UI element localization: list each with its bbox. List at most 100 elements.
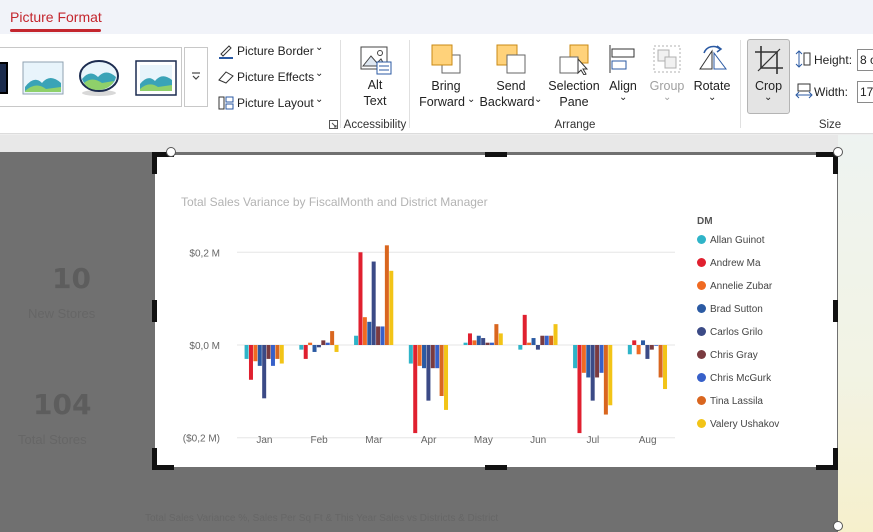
legend-item[interactable]: Carlos Grilo: [697, 327, 763, 338]
crop-handle-top-right[interactable]: [833, 152, 838, 174]
picture-layout-button[interactable]: Picture Layout ⌄: [216, 94, 328, 114]
chart-title: Total Sales Variance by FiscalMonth and …: [181, 195, 488, 209]
selection-pane-label-1: Selection: [548, 79, 600, 93]
bar: [649, 345, 654, 350]
kpi-new-stores-value: 10: [52, 262, 91, 295]
crop-button[interactable]: Crop ⌄: [747, 39, 790, 114]
bar: [413, 345, 418, 434]
width-field[interactable]: 17: [857, 81, 873, 103]
legend-item[interactable]: Allan Guinot: [697, 235, 764, 246]
legend-item[interactable]: Annelie Zubar: [697, 281, 772, 292]
bar: [325, 342, 330, 345]
crop-handle-top[interactable]: [485, 152, 507, 157]
crop-handle-top-right[interactable]: [816, 152, 838, 157]
legend-color-swatch: [697, 281, 706, 290]
arrange-group-label: Arrange: [554, 119, 596, 131]
picture-border-button[interactable]: Picture Border ⌄: [216, 42, 328, 62]
x-tick-label: Jun: [530, 435, 546, 446]
bring-forward-icon: [431, 44, 461, 74]
group-label: Group: [649, 79, 685, 93]
picture-style-2-icon[interactable]: [22, 61, 64, 95]
x-tick-label: Feb: [311, 435, 329, 446]
picture-style-1-icon[interactable]: [0, 62, 8, 94]
bar: [380, 326, 385, 345]
resize-handle-top-right[interactable]: [833, 147, 843, 157]
bar: [248, 345, 253, 380]
bar: [489, 342, 494, 345]
bar: [467, 333, 472, 345]
rotate-button[interactable]: Rotate ⌄: [690, 40, 734, 112]
bar: [358, 252, 363, 345]
resize-handle-top-left[interactable]: [166, 147, 176, 157]
group-icon: [653, 45, 681, 73]
crop-handle-top-left[interactable]: [152, 152, 157, 174]
legend-item[interactable]: Chris McGurk: [697, 373, 771, 384]
legend-color-swatch: [697, 350, 706, 359]
height-field[interactable]: 8 c: [857, 49, 873, 71]
bar: [299, 345, 304, 350]
picture-style-4-icon[interactable]: [135, 60, 177, 96]
bar: [312, 345, 317, 352]
align-button[interactable]: Align ⌄: [604, 40, 642, 112]
legend-item[interactable]: Valery Ushakov: [697, 419, 779, 430]
y-tick-label: ($0,2 M): [183, 434, 220, 445]
dropdown-arrow-icon: ⌄: [467, 94, 476, 105]
legend-color-swatch: [697, 258, 706, 267]
legend-label: Valery Ushakov: [710, 419, 780, 430]
crop-handle-top-left[interactable]: [152, 152, 174, 157]
send-backward-icon: [496, 44, 526, 74]
legend-label: Brad Sutton: [710, 304, 763, 315]
gallery-more-button[interactable]: [184, 47, 208, 107]
bar: [253, 345, 258, 362]
bar: [608, 345, 613, 406]
legend-label: Annelie Zubar: [710, 281, 773, 292]
picture-style-3-icon[interactable]: [78, 59, 120, 99]
selection-pane-label-2: Pane: [559, 95, 589, 109]
bar: [581, 345, 586, 373]
bring-forward-button[interactable]: Bring Forward ⌄: [416, 40, 476, 112]
x-tick-label: Mar: [365, 435, 383, 446]
crop-handle-right[interactable]: [833, 300, 838, 322]
crop-handle-bottom-right[interactable]: [833, 448, 838, 470]
picture-layout-label: Picture Layout: [237, 96, 314, 110]
x-tick-label: May: [474, 435, 493, 446]
legend-item[interactable]: Chris Gray: [697, 350, 758, 361]
legend-item[interactable]: Brad Sutton: [697, 304, 763, 315]
legend-label: Chris Gray: [710, 350, 758, 361]
effects-icon: [218, 71, 234, 84]
group-button[interactable]: Group ⌄: [646, 40, 688, 112]
dialog-launcher-icon[interactable]: [329, 120, 338, 129]
selection-pane-button[interactable]: Selection Pane: [546, 40, 602, 112]
picture-effects-button[interactable]: Picture Effects ⌄: [216, 68, 328, 88]
crop-handle-bottom[interactable]: [485, 465, 507, 470]
resize-handle-bottom-right[interactable]: [833, 521, 843, 531]
legend-label: Tina Lassila: [710, 396, 763, 407]
dropdown-arrow-icon: ⌄: [315, 94, 324, 105]
bar: [279, 345, 284, 364]
legend-item[interactable]: Tina Lassila: [697, 396, 763, 407]
dropdown-arrow-icon: ⌄: [708, 92, 717, 103]
send-backward-button[interactable]: Send Backward ⌄: [480, 40, 542, 112]
x-tick-label: Apr: [421, 435, 437, 446]
chart-plot: $0,2 M $0,0 M ($0,2 M) Jan Feb Mar Apr May Jun Ju…: [183, 245, 675, 446]
crop-handle-bottom-left[interactable]: [152, 448, 157, 470]
bar: [367, 321, 372, 345]
size-group-label: Size: [818, 119, 842, 131]
tab-picture-format[interactable]: Picture Format: [10, 9, 102, 25]
bar: [389, 270, 394, 345]
crop-handle-left[interactable]: [152, 300, 157, 322]
rotate-icon: [699, 45, 727, 70]
legend-item[interactable]: Andrew Ma: [697, 258, 761, 269]
chart-picture[interactable]: Total Sales Variance by FiscalMonth and …: [155, 155, 837, 467]
group-separator: [409, 40, 410, 128]
legend-color-swatch: [697, 373, 706, 382]
bar: [266, 345, 271, 359]
crop-handle-bottom-right[interactable]: [816, 465, 838, 470]
bar: [417, 345, 422, 366]
bar: [645, 345, 650, 359]
alt-text-label-1: Alt: [367, 78, 383, 92]
crop-icon: [755, 46, 783, 74]
legend-color-swatch: [697, 396, 706, 405]
alt-text-button[interactable]: Alt Text: [352, 40, 398, 112]
crop-handle-bottom-left[interactable]: [152, 465, 174, 470]
